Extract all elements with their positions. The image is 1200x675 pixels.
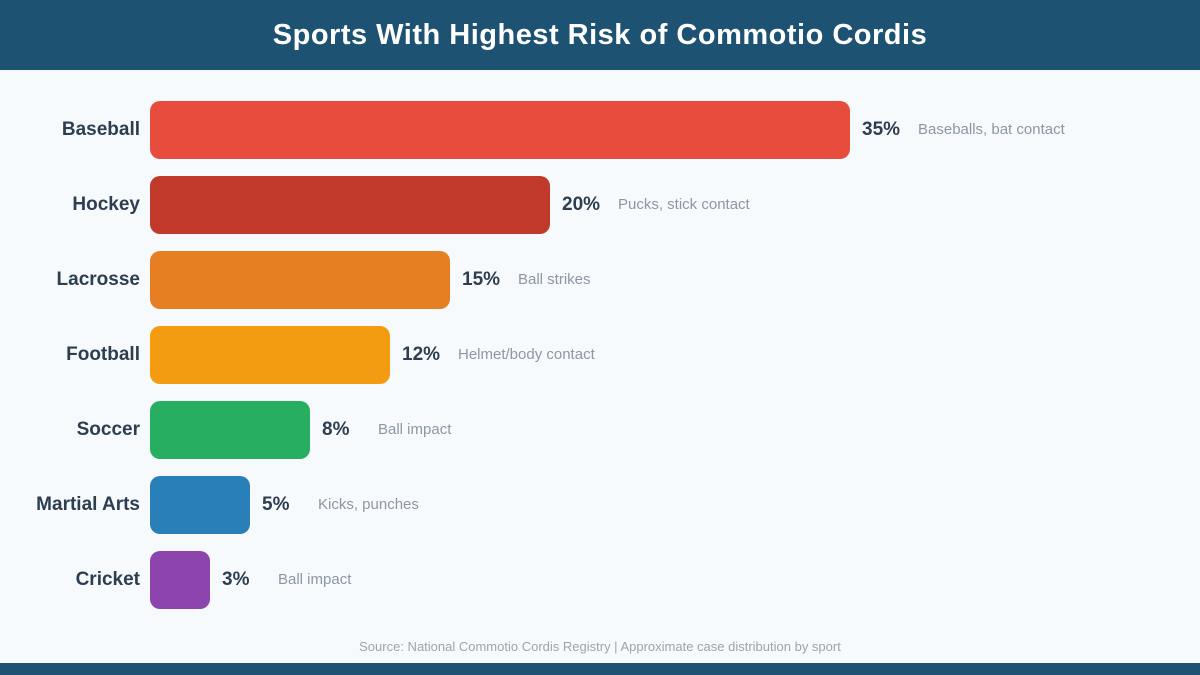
value-label: 12% (402, 343, 441, 365)
bar-martial-arts (150, 475, 250, 534)
bar-football (150, 325, 390, 384)
bar-chart: Baseball 35% Baseballs, bat contact Hockey 2… (0, 92, 1200, 617)
header-banner: Sports With Highest Risk of Commotio Cor… (0, 0, 1200, 70)
value-label: 5% (262, 493, 290, 515)
bar-lacrosse (150, 250, 450, 309)
category-label: Soccer (76, 418, 140, 440)
chart-row: Soccer 8% Ball impact (0, 392, 1200, 467)
description-label: Ball strikes (518, 271, 591, 288)
category-label: Baseball (61, 118, 140, 140)
category-label: Hockey (72, 193, 140, 215)
bar-hockey (150, 175, 550, 234)
footer-accent-bar (0, 663, 1200, 675)
value-label: 15% (462, 268, 501, 290)
description-label: Baseballs, bat contact (918, 121, 1065, 138)
chart-row: Lacrosse 15% Ball strikes (0, 242, 1200, 317)
description-label: Ball impact (378, 421, 452, 438)
description-label: Ball impact (278, 571, 352, 588)
bar-soccer (150, 400, 310, 459)
value-label: 8% (322, 418, 350, 440)
description-label: Kicks, punches (318, 496, 419, 513)
value-label: 35% (862, 118, 901, 140)
category-label: Lacrosse (56, 268, 140, 290)
chart-row: Baseball 35% Baseballs, bat contact (0, 92, 1200, 167)
description-label: Pucks, stick contact (618, 196, 750, 213)
bar-cricket (150, 550, 210, 609)
value-label: 20% (562, 193, 601, 215)
source-note: Source: National Commotio Cordis Registr… (359, 639, 841, 654)
category-label: Football (66, 343, 140, 365)
description-label: Helmet/body contact (458, 346, 595, 363)
chart-row: Hockey 20% Pucks, stick contact (0, 167, 1200, 242)
value-label: 3% (222, 568, 250, 590)
category-label: Cricket (75, 568, 140, 590)
page-title: Sports With Highest Risk of Commotio Cor… (272, 18, 928, 51)
category-label: Martial Arts (36, 493, 140, 515)
chart-row: Cricket 3% Ball impact (0, 542, 1200, 617)
chart-row: Martial Arts 5% Kicks, punches (0, 467, 1200, 542)
bar-baseball (150, 100, 850, 159)
chart-row: Football 12% Helmet/body contact (0, 317, 1200, 392)
